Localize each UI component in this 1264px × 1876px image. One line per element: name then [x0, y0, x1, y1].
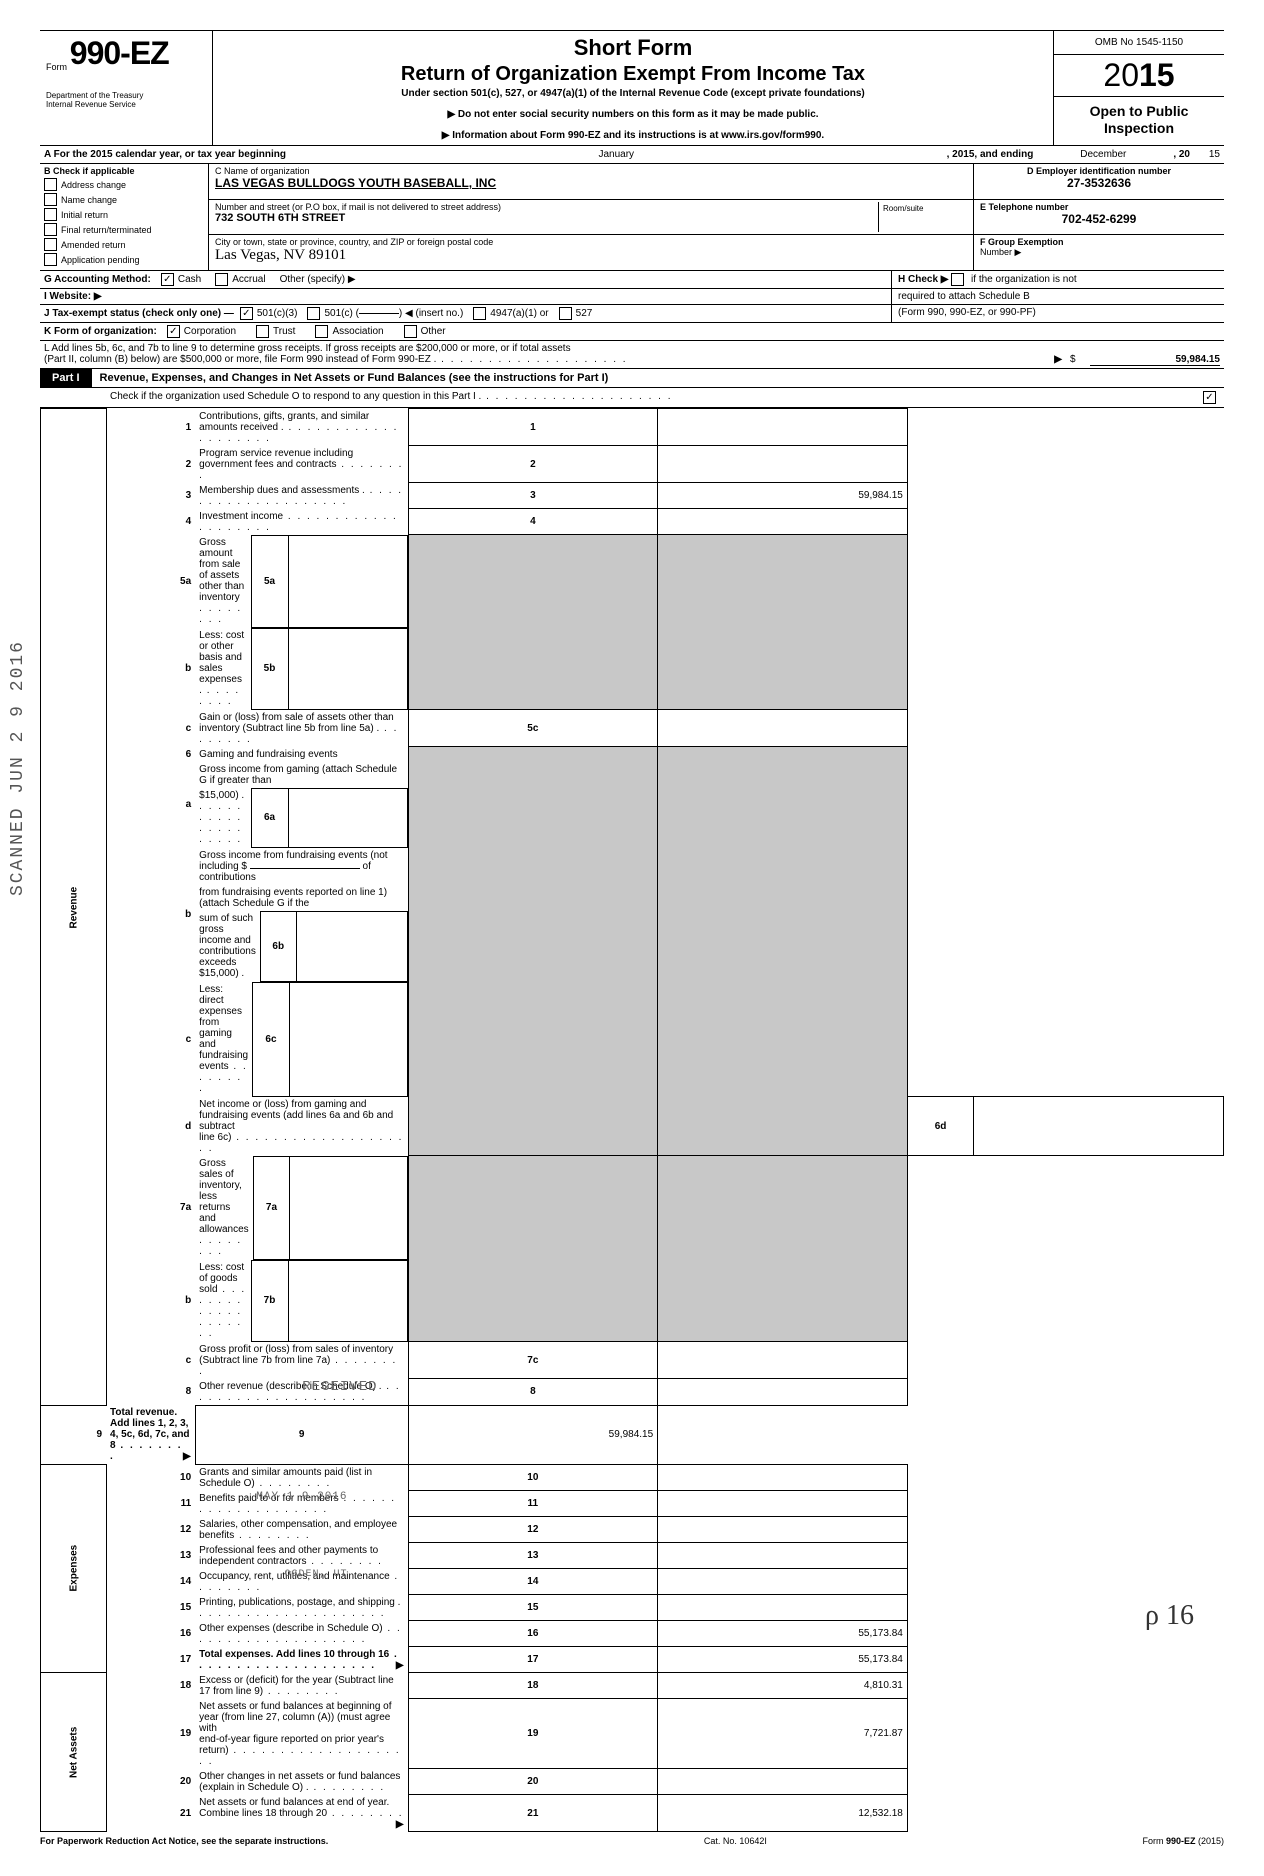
chk-name-change[interactable]: Name change [44, 193, 204, 206]
phone-label: E Telephone number [980, 202, 1218, 212]
org-name: LAS VEGAS BULLDOGS YOUTH BASEBALL, INC [215, 176, 967, 190]
form-footer: Form 990-EZ (2015) [1142, 1836, 1224, 1846]
cat-number: Cat. No. 10642I [704, 1836, 767, 1846]
line21-value: 12,532.18 [658, 1795, 908, 1832]
part1-header: Part I Revenue, Expenses, and Changes in… [40, 369, 1224, 388]
form-prefix: Form [46, 62, 67, 72]
street-address: 732 SOUTH 6TH STREET [215, 212, 878, 224]
chk-501c3[interactable]: ✓ [240, 307, 253, 320]
expenses-section-label: Expenses [41, 1464, 107, 1673]
chk-amended-return[interactable]: Amended return [44, 238, 204, 251]
gross-receipts-value: 59,984.15 [1090, 354, 1220, 366]
paperwork-notice: For Paperwork Reduction Act Notice, see … [40, 1836, 328, 1846]
short-form-title: Short Form [221, 35, 1045, 61]
chk-initial-return[interactable]: Initial return [44, 208, 204, 221]
footer: For Paperwork Reduction Act Notice, see … [40, 1832, 1224, 1846]
line-g-h: G Accounting Method: ✓Cash Accrual Other… [40, 271, 1224, 289]
chk-accrual[interactable] [215, 273, 228, 286]
chk-association[interactable] [315, 325, 328, 338]
scanned-stamp: SCANNED JUN 2 9 2016 [8, 640, 28, 896]
line18-value: 4,810.31 [658, 1673, 908, 1699]
chk-schedule-o[interactable]: ✓ [1203, 391, 1216, 404]
room-suite-label: Room/suite [878, 202, 967, 233]
return-title: Return of Organization Exempt From Incom… [221, 63, 1045, 86]
chk-cash[interactable]: ✓ [161, 273, 174, 286]
schedule-o-check: Check if the organization used Schedule … [40, 388, 1224, 408]
line-j: J Tax-exempt status (check only one) — ✓… [40, 305, 1224, 323]
line-l: L Add lines 5b, 6c, and 7b to line 9 to … [40, 341, 1224, 369]
line-i: I Website: ▶ required to attach Schedule… [40, 289, 1224, 305]
may-date-stamp: MAY 1 9 2016 [256, 1491, 347, 1503]
handwritten-note: ρ 16 [1145, 1600, 1194, 1632]
form-number: 990-EZ [70, 35, 169, 71]
ogden-stamp: OGDEN, UT [285, 1569, 348, 1580]
chk-application-pending[interactable]: Application pending [44, 253, 204, 266]
ssn-warning: Do not enter social security numbers on … [221, 109, 1045, 120]
addr-label: Number and street (or P.O box, if mail i… [215, 202, 878, 212]
city-label: City or town, state or province, country… [215, 237, 967, 247]
chk-527[interactable] [559, 307, 572, 320]
chk-corporation[interactable]: ✓ [167, 325, 180, 338]
group-exemption-label: F Group Exemption [980, 237, 1064, 247]
line-a: A For the 2015 calendar year, or tax yea… [40, 146, 1224, 164]
tax-year: 2015 [1054, 55, 1224, 97]
phone-value: 702-452-6299 [980, 212, 1218, 226]
chk-final-return[interactable]: Final return/terminated [44, 223, 204, 236]
ein-value: 27-3532636 [980, 176, 1218, 190]
chk-address-change[interactable]: Address change [44, 178, 204, 191]
line17-value: 55,173.84 [658, 1647, 908, 1673]
open-public: Open to Public Inspection [1054, 97, 1224, 143]
line3-value: 59,984.15 [658, 483, 908, 509]
group-exemption-number-label: Number ▶ [980, 247, 1021, 257]
chk-4947a1[interactable] [473, 307, 486, 320]
org-name-label: C Name of organization [215, 166, 967, 176]
line19-value: 7,721.87 [658, 1699, 908, 1769]
line16-value: 55,173.84 [658, 1621, 908, 1647]
info-line: Information about Form 990-EZ and its in… [221, 130, 1045, 141]
received-stamp: RECEIVED [302, 1379, 377, 1395]
chk-schedule-b[interactable] [951, 273, 964, 286]
section-bcdef: B Check if applicable Address change Nam… [40, 164, 1224, 271]
chk-trust[interactable] [256, 325, 269, 338]
form-header: Form 990-EZ Department of the Treasury I… [40, 30, 1224, 146]
revenue-section-label: Revenue [41, 409, 107, 1406]
city-state-zip: Las Vegas, NV 89101 [215, 247, 967, 264]
chk-501c[interactable] [307, 307, 320, 320]
irs-label: Internal Revenue Service [46, 101, 206, 110]
line-k: K Form of organization: ✓Corporation Tru… [40, 323, 1224, 341]
chk-other-org[interactable] [404, 325, 417, 338]
line9-value: 59,984.15 [408, 1405, 658, 1464]
part1-table: Revenue 1 Contributions, gifts, grants, … [40, 408, 1224, 1832]
net-assets-section-label: Net Assets [41, 1673, 107, 1832]
under-section: Under section 501(c), 527, or 4947(a)(1)… [221, 88, 1045, 99]
ein-label: D Employer identification number [980, 166, 1218, 176]
omb-number: OMB No 1545-1150 [1054, 31, 1224, 55]
check-applicable-label: B Check if applicable [44, 166, 204, 176]
